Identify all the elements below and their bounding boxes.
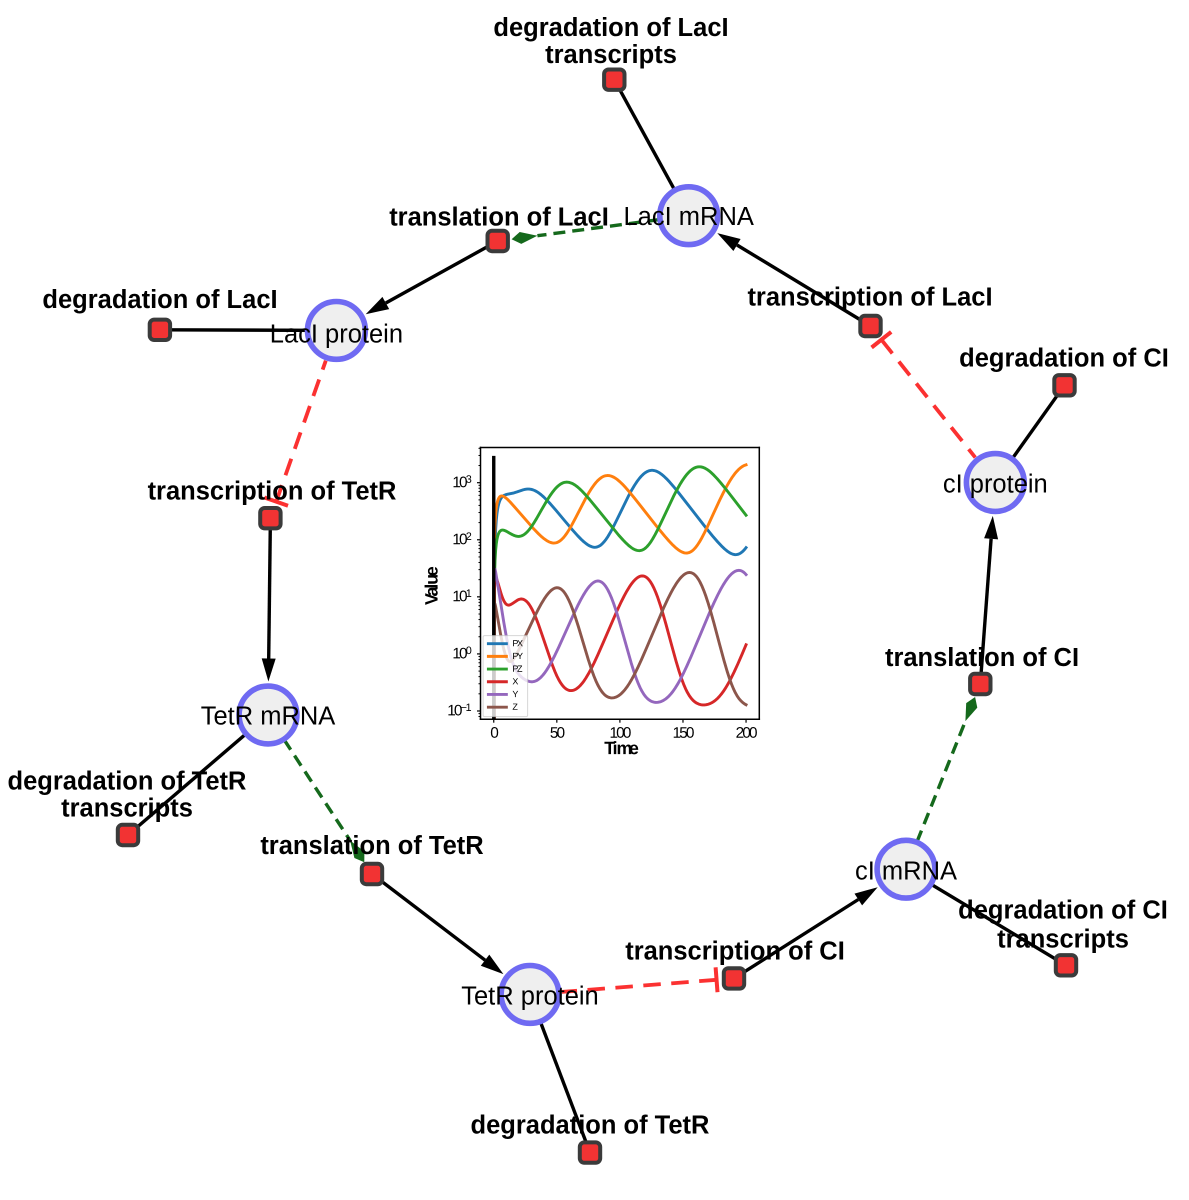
svg-text:transcription of CI: transcription of CI [625, 938, 845, 966]
svg-text:translation of CI: translation of CI [885, 644, 1079, 672]
svg-text:degradation of CI: degradation of CI [958, 896, 1168, 924]
svg-text:LacI mRNA: LacI mRNA [624, 203, 754, 231]
svg-text:transcription of TetR: transcription of TetR [148, 478, 397, 506]
svg-text:cI mRNA: cI mRNA [855, 858, 957, 886]
svg-text:translation of LacI: translation of LacI [389, 204, 609, 232]
svg-text:transcripts: transcripts [997, 926, 1129, 954]
svg-text:degradation of TetR: degradation of TetR [471, 1112, 710, 1140]
svg-text:translation of TetR: translation of TetR [260, 832, 483, 860]
svg-text:transcripts: transcripts [61, 795, 193, 823]
svg-text:transcripts: transcripts [545, 41, 677, 69]
svg-text:degradation of TetR: degradation of TetR [8, 767, 247, 795]
svg-text:degradation of LacI: degradation of LacI [42, 286, 277, 314]
svg-text:TetR protein: TetR protein [461, 983, 599, 1011]
svg-text:transcription of LacI: transcription of LacI [747, 284, 992, 312]
svg-text:TetR mRNA: TetR mRNA [201, 703, 336, 731]
svg-text:LacI protein: LacI protein [270, 320, 403, 348]
svg-text:degradation of LacI: degradation of LacI [493, 14, 728, 42]
svg-text:cI protein: cI protein [943, 471, 1048, 499]
svg-text:degradation of CI: degradation of CI [959, 345, 1169, 373]
